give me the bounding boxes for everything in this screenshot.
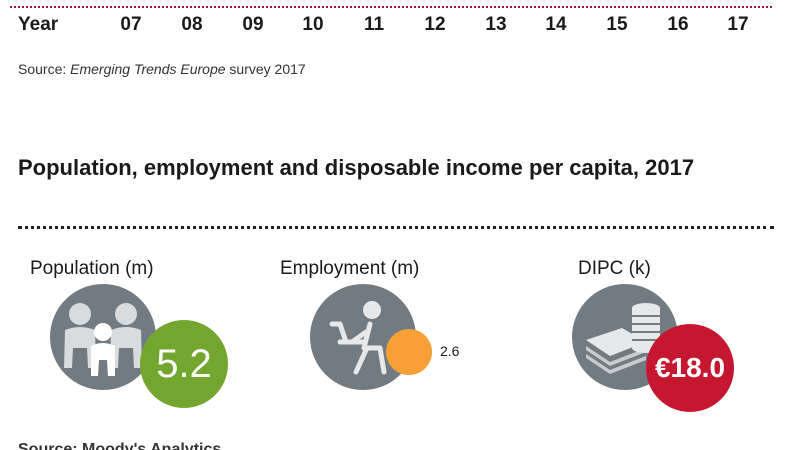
section-dotted-rule — [18, 226, 774, 229]
top-dotted-rule — [10, 0, 772, 8]
employment-label: Employment (m) — [280, 258, 420, 279]
population-value-badge: 5.2 — [140, 320, 228, 408]
coins-and-banknotes-icon — [586, 303, 660, 374]
year-tick: 10 — [302, 14, 324, 35]
family-icon — [64, 303, 142, 376]
dipc-label: DIPC (k) — [578, 258, 651, 279]
dipc-value-badge: €18.0 — [646, 324, 734, 412]
year-tick: 08 — [181, 14, 203, 35]
year-tick: 09 — [242, 14, 264, 35]
employment-value: 2.6 — [440, 343, 460, 359]
year-tick: 17 — [727, 14, 749, 35]
source-prefix: Source: — [18, 61, 71, 77]
source-suffix: survey 2017 — [225, 61, 306, 77]
year-tick: 13 — [485, 14, 507, 35]
source-italic: Emerging Trends Europe — [70, 61, 226, 77]
year-tick: 12 — [424, 14, 446, 35]
employment-value-dot — [386, 329, 432, 375]
dipc-value: €18.0 — [654, 352, 726, 383]
year-tick: 14 — [545, 14, 567, 35]
section-title: Population, employment and disposable in… — [18, 155, 695, 180]
footer-source-partial: Source: Moody's Analytics — [18, 441, 222, 450]
person-at-desk-icon — [329, 301, 387, 375]
year-axis-label: Year — [18, 14, 59, 35]
population-value: 5.2 — [156, 341, 212, 386]
source-note: Source: Emerging Trends Europe survey 20… — [18, 61, 306, 77]
year-tick: 16 — [667, 14, 689, 35]
year-tick: 15 — [606, 14, 628, 35]
population-label: Population (m) — [30, 258, 154, 279]
year-axis: Year 07 08 09 10 11 12 13 14 15 16 17 — [18, 14, 778, 42]
population-icon-circle — [50, 284, 156, 390]
year-tick: 07 — [120, 14, 142, 35]
year-tick: 11 — [363, 14, 385, 35]
